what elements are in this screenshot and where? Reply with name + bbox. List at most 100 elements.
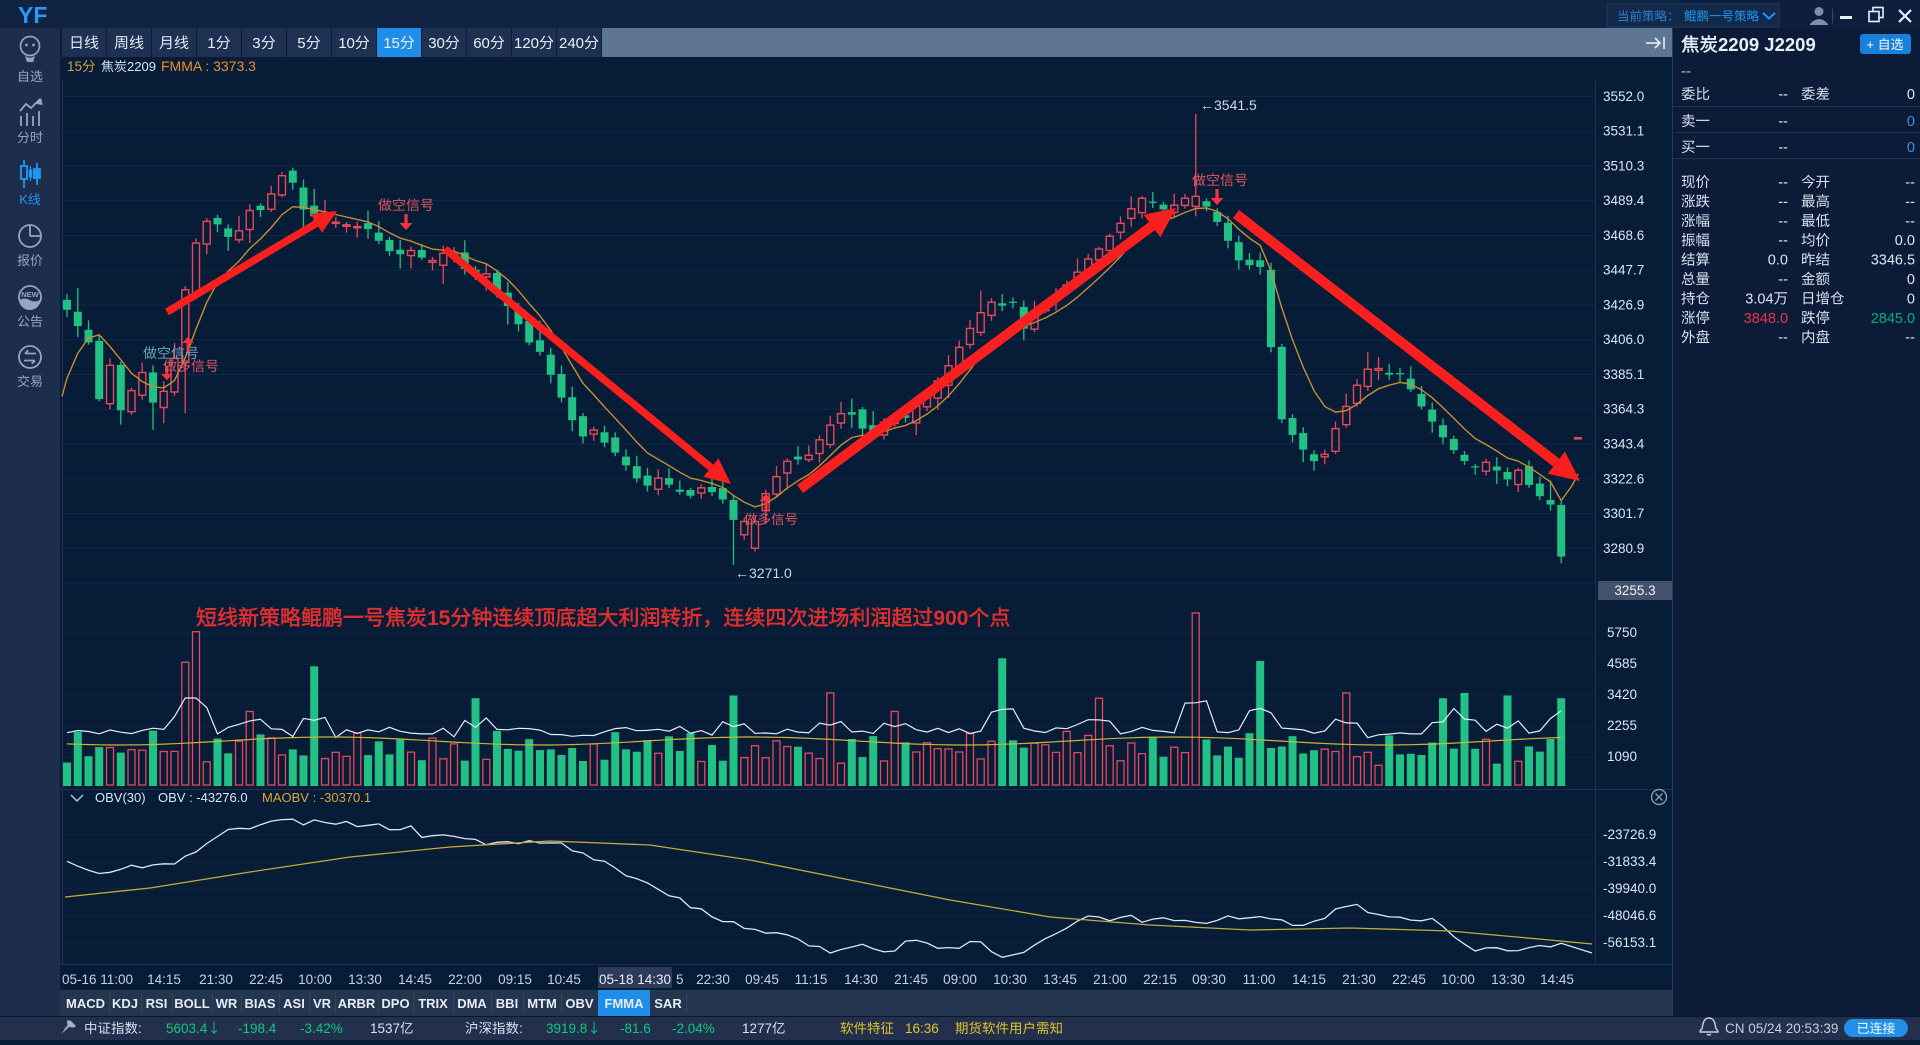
svg-text:TRIX: TRIX — [418, 996, 448, 1011]
svg-text:240: 240 — [559, 35, 584, 52]
svg-text:3447.7: 3447.7 — [1603, 263, 1644, 278]
svg-text:22:45: 22:45 — [1392, 972, 1426, 987]
svg-text:21:30: 21:30 — [199, 972, 233, 987]
svg-text:--: -- — [1778, 194, 1788, 210]
svg-text:BOLL: BOLL — [174, 996, 209, 1011]
svg-text:YF: YF — [18, 2, 47, 28]
svg-text:KDJ: KDJ — [112, 996, 138, 1011]
svg-text:3552.0: 3552.0 — [1603, 89, 1644, 104]
svg-text:K: K — [19, 192, 28, 207]
svg-text:10: 10 — [338, 35, 355, 52]
svg-text:13:30: 13:30 — [1491, 972, 1525, 987]
svg-text:21:00: 21:00 — [1093, 972, 1127, 987]
svg-text:--: -- — [1905, 194, 1915, 210]
svg-text:OBV: OBV — [565, 996, 594, 1011]
svg-text:+: + — [1866, 37, 1874, 52]
svg-text:09:45: 09:45 — [745, 972, 779, 987]
svg-text:1: 1 — [207, 35, 215, 52]
svg-text:14:45: 14:45 — [1540, 972, 1574, 987]
svg-text:2845.0: 2845.0 — [1871, 311, 1915, 327]
svg-text:2209: 2209 — [127, 59, 156, 74]
svg-text:14:45: 14:45 — [398, 972, 432, 987]
svg-text:5750: 5750 — [1607, 625, 1637, 640]
svg-text:3420: 3420 — [1607, 687, 1637, 702]
svg-text:0.0: 0.0 — [1895, 233, 1915, 249]
svg-text:22:15: 22:15 — [1143, 972, 1177, 987]
svg-text:3919.8: 3919.8 — [546, 1021, 587, 1036]
svg-text:-2.04%: -2.04% — [672, 1021, 715, 1036]
svg-text:--: -- — [1905, 214, 1915, 230]
svg-text:11:15: 11:15 — [795, 972, 828, 987]
svg-text:2255: 2255 — [1607, 718, 1637, 733]
svg-text:-3.42%: -3.42% — [300, 1021, 343, 1036]
svg-text:--: -- — [1681, 63, 1691, 80]
svg-text:3: 3 — [252, 35, 260, 52]
svg-text:14:30: 14:30 — [844, 972, 878, 987]
svg-text:15: 15 — [383, 35, 400, 52]
svg-text:21:45: 21:45 — [894, 972, 928, 987]
svg-text:MACD: MACD — [66, 996, 105, 1011]
svg-text:22:00: 22:00 — [448, 972, 482, 987]
svg-text:22:30: 22:30 — [696, 972, 730, 987]
svg-text:--: -- — [1778, 140, 1788, 156]
svg-text:3.04: 3.04 — [1745, 291, 1773, 307]
svg-text:0: 0 — [1907, 87, 1915, 103]
svg-text:0: 0 — [1907, 291, 1915, 307]
svg-text:3280.9: 3280.9 — [1603, 541, 1644, 556]
svg-text:--: -- — [1778, 272, 1788, 288]
svg-text:3489.4: 3489.4 — [1603, 193, 1645, 208]
svg-text:OBV : -43276.0: OBV : -43276.0 — [158, 790, 248, 805]
svg-text:3343.4: 3343.4 — [1603, 437, 1645, 452]
svg-text:BIAS: BIAS — [244, 996, 275, 1011]
svg-text:15: 15 — [427, 607, 451, 630]
svg-text:FMMA: FMMA — [605, 996, 645, 1011]
svg-text:30: 30 — [428, 35, 445, 52]
svg-text:5: 5 — [676, 972, 684, 987]
svg-text:-56153.1: -56153.1 — [1603, 935, 1656, 950]
svg-text:13:45: 13:45 — [1043, 972, 1077, 987]
svg-text:3364.3: 3364.3 — [1603, 402, 1644, 417]
svg-text:1277: 1277 — [742, 1021, 772, 1036]
svg-text:10:30: 10:30 — [993, 972, 1027, 987]
svg-text:--: -- — [1905, 175, 1915, 191]
svg-text:16:36: 16:36 — [905, 1021, 939, 1036]
svg-text:05-18 14:30: 05-18 14:30 — [599, 972, 671, 987]
svg-text:13:30: 13:30 — [348, 972, 382, 987]
svg-text:--: -- — [1778, 233, 1788, 249]
svg-text:0.0: 0.0 — [1768, 253, 1788, 269]
svg-text:--: -- — [1778, 114, 1788, 130]
svg-text::: : — [138, 1021, 142, 1036]
svg-text:15: 15 — [67, 59, 82, 74]
svg-text:-23726.9: -23726.9 — [1603, 827, 1656, 842]
svg-text:OBV(30): OBV(30) — [95, 790, 146, 805]
svg-text:FMMA : 3373.3: FMMA : 3373.3 — [161, 58, 256, 74]
svg-text:10:45: 10:45 — [547, 972, 581, 987]
svg-text:5603.4: 5603.4 — [166, 1021, 208, 1036]
svg-text:←3541.5: ←3541.5 — [1200, 97, 1257, 113]
svg-text:10:00: 10:00 — [1441, 972, 1475, 987]
svg-text:1537: 1537 — [370, 1021, 400, 1036]
svg-text:DMA: DMA — [457, 996, 487, 1011]
svg-text:14:15: 14:15 — [1292, 972, 1326, 987]
svg-text:3301.7: 3301.7 — [1603, 506, 1644, 521]
svg-text:DPO: DPO — [381, 996, 409, 1011]
svg-text:VR: VR — [313, 996, 332, 1011]
svg-text:3426.9: 3426.9 — [1603, 298, 1644, 313]
svg-text:-39940.0: -39940.0 — [1603, 881, 1656, 896]
svg-text:60: 60 — [473, 35, 490, 52]
svg-text:3468.6: 3468.6 — [1603, 228, 1644, 243]
svg-text:3255.3: 3255.3 — [1614, 583, 1655, 598]
svg-text:--: -- — [1778, 175, 1788, 191]
svg-text:3510.3: 3510.3 — [1603, 158, 1644, 173]
svg-text:120: 120 — [514, 35, 539, 52]
svg-text:-198.4: -198.4 — [238, 1021, 277, 1036]
svg-text:5: 5 — [297, 35, 305, 52]
svg-text:2209 J2209: 2209 J2209 — [1718, 34, 1816, 55]
svg-text:←3271.0: ←3271.0 — [735, 565, 792, 581]
svg-text:14:15: 14:15 — [147, 972, 181, 987]
svg-text:--: -- — [1778, 330, 1788, 346]
svg-text:BBI: BBI — [496, 996, 518, 1011]
svg-text:ASI: ASI — [283, 996, 305, 1011]
svg-text:CN 05/24 20:53:39: CN 05/24 20:53:39 — [1725, 1021, 1838, 1036]
svg-text:-81.6: -81.6 — [620, 1021, 651, 1036]
